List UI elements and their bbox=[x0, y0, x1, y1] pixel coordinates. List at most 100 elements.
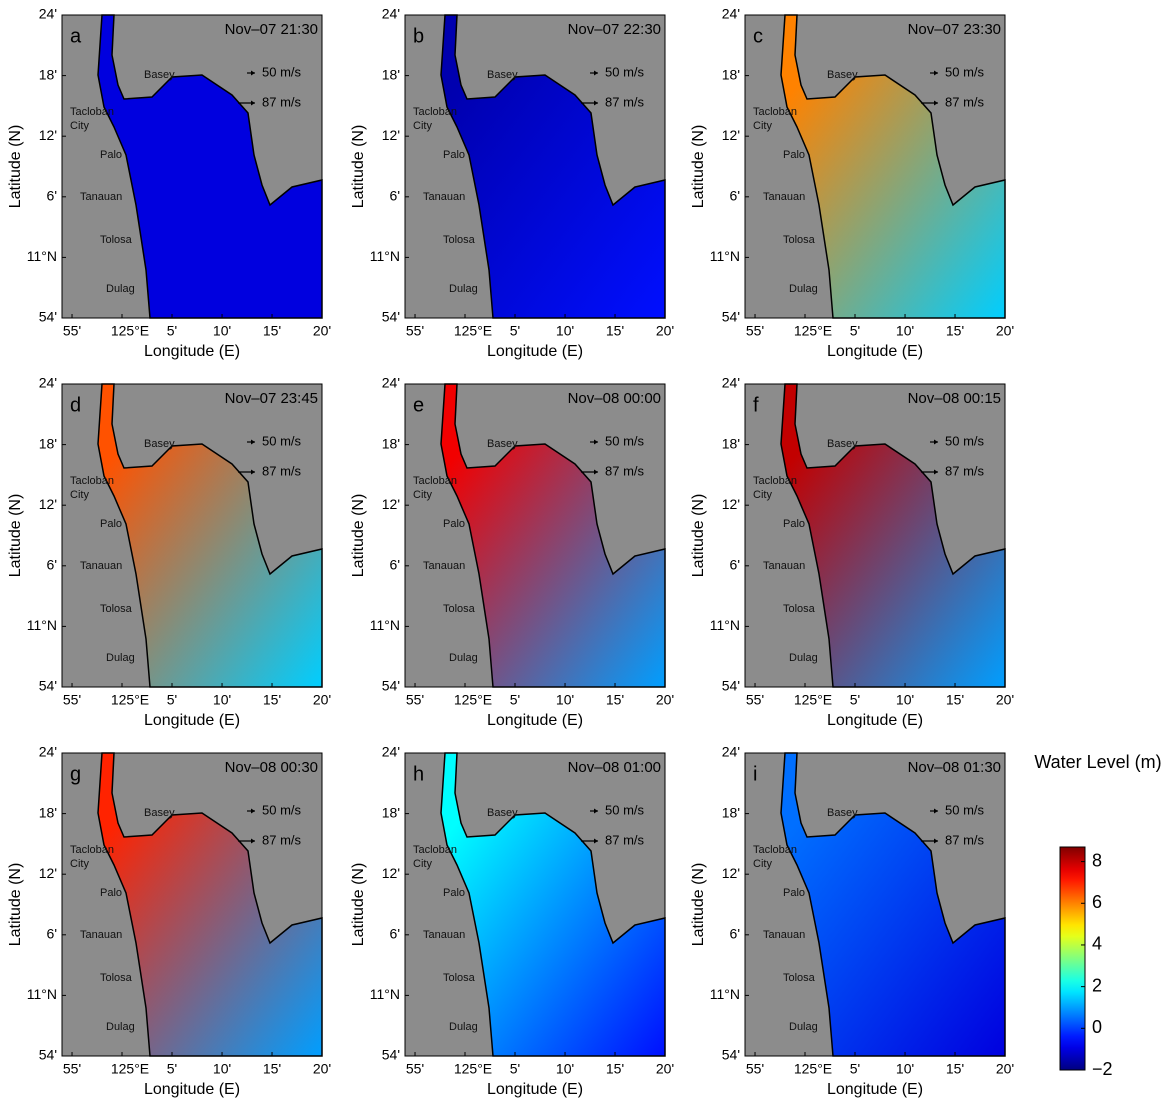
x-tick-label: 125°E bbox=[794, 692, 832, 708]
place-label: Basey bbox=[827, 69, 858, 81]
place-label: Dulag bbox=[789, 1021, 818, 1033]
x-tick-label: 55' bbox=[63, 323, 81, 339]
y-tick-label: 6' bbox=[730, 188, 740, 204]
arrow-head bbox=[934, 469, 938, 475]
y-tick-label: 24' bbox=[722, 375, 740, 391]
place-label: Tacloban bbox=[70, 844, 114, 856]
scale-label: 87 m/s bbox=[262, 832, 302, 847]
y-tick-label: 24' bbox=[39, 744, 57, 760]
colorbar-title: Water Level (m) bbox=[1034, 752, 1161, 772]
x-tick-label: 20' bbox=[996, 323, 1014, 339]
place-label: Basey bbox=[144, 807, 175, 819]
y-tick-label: 18' bbox=[39, 804, 57, 820]
x-tick-label: 10' bbox=[556, 692, 574, 708]
place-label: Tanauan bbox=[80, 191, 122, 203]
map-panel: b Nov–07 22:30 Basey Palo Tanauan Tolosa Dulag… bbox=[350, 6, 674, 361]
x-tick-label: 125°E bbox=[454, 323, 492, 339]
x-axis-label: Longitude (E) bbox=[827, 712, 923, 729]
place-label: Tolosa bbox=[783, 972, 816, 984]
y-tick-label: 12' bbox=[722, 127, 740, 143]
y-axis-label: Latitude (N) bbox=[7, 125, 24, 209]
colorbar-tick-label: 4 bbox=[1092, 934, 1102, 954]
place-label: Dulag bbox=[449, 283, 478, 295]
y-tick-label: 11°N bbox=[370, 248, 400, 264]
y-tick-label: 12' bbox=[382, 127, 400, 143]
place-label: Tacloban bbox=[70, 475, 114, 487]
y-tick-label: 12' bbox=[722, 865, 740, 881]
place-label: Palo bbox=[783, 518, 805, 530]
place-label: Tanauan bbox=[423, 929, 465, 941]
water-field bbox=[780, 752, 1006, 1057]
y-tick-label: 6' bbox=[730, 557, 740, 573]
place-label: Tolosa bbox=[100, 234, 133, 246]
place-label: Tacloban bbox=[70, 106, 114, 118]
place-label: City bbox=[70, 858, 89, 870]
arrow-head bbox=[251, 808, 255, 814]
x-axis-label: Longitude (E) bbox=[487, 712, 583, 729]
scale-label: 50 m/s bbox=[945, 64, 985, 79]
x-tick-label: 20' bbox=[313, 1061, 331, 1077]
scale-label: 87 m/s bbox=[262, 463, 302, 478]
water-field bbox=[780, 14, 1006, 319]
scale-label: 87 m/s bbox=[945, 832, 985, 847]
y-tick-label: 54' bbox=[722, 678, 740, 694]
place-label: Palo bbox=[443, 518, 465, 530]
x-tick-label: 55' bbox=[406, 692, 424, 708]
panel-time: Nov–08 01:00 bbox=[568, 759, 661, 776]
place-label: Tanauan bbox=[423, 191, 465, 203]
y-tick-label: 6' bbox=[390, 926, 400, 942]
place-label: Tacloban bbox=[413, 475, 457, 487]
arrow-head bbox=[594, 469, 598, 475]
water-field bbox=[440, 383, 666, 688]
y-tick-label: 12' bbox=[39, 496, 57, 512]
colorbar-tick-label: 8 bbox=[1092, 850, 1102, 870]
arrow-head bbox=[594, 70, 598, 76]
map-panel: e Nov–08 00:00 Basey Palo Tanauan Tolosa Dulag… bbox=[350, 375, 674, 730]
x-tick-label: 15' bbox=[606, 323, 624, 339]
x-tick-label: 10' bbox=[556, 1061, 574, 1077]
x-axis-label: Longitude (E) bbox=[487, 343, 583, 360]
place-label: City bbox=[753, 858, 772, 870]
place-label: Tacloban bbox=[753, 844, 797, 856]
place-label: City bbox=[753, 120, 772, 132]
x-tick-label: 5' bbox=[167, 323, 177, 339]
panel-time: Nov–08 01:30 bbox=[908, 759, 1001, 776]
colorbar-tick-label: 0 bbox=[1092, 1017, 1102, 1037]
place-label: City bbox=[413, 489, 432, 501]
y-tick-label: 24' bbox=[382, 375, 400, 391]
panel-time: Nov–07 21:30 bbox=[225, 21, 318, 38]
axes-frame bbox=[744, 383, 1006, 688]
x-axis-label: Longitude (E) bbox=[487, 1081, 583, 1098]
x-tick-label: 20' bbox=[996, 692, 1014, 708]
x-axis-label: Longitude (E) bbox=[827, 343, 923, 360]
y-axis-label: Latitude (N) bbox=[690, 494, 707, 578]
scale-label: 50 m/s bbox=[262, 802, 302, 817]
y-tick-label: 11°N bbox=[710, 617, 740, 633]
y-tick-label: 18' bbox=[382, 66, 400, 82]
y-axis-label: Latitude (N) bbox=[690, 125, 707, 209]
arrow-head bbox=[934, 439, 938, 445]
x-tick-label: 125°E bbox=[111, 323, 149, 339]
y-tick-label: 6' bbox=[47, 557, 57, 573]
x-tick-label: 10' bbox=[896, 323, 914, 339]
x-axis-label: Longitude (E) bbox=[827, 1081, 923, 1098]
x-tick-label: 15' bbox=[263, 323, 281, 339]
place-label: Dulag bbox=[106, 1021, 135, 1033]
x-tick-label: 55' bbox=[746, 323, 764, 339]
panel-time: Nov–07 23:45 bbox=[225, 390, 318, 407]
x-tick-label: 125°E bbox=[454, 692, 492, 708]
y-tick-label: 18' bbox=[382, 435, 400, 451]
place-label: Tanauan bbox=[763, 929, 805, 941]
panel-time: Nov–08 00:15 bbox=[908, 390, 1001, 407]
place-label: Tolosa bbox=[443, 603, 476, 615]
place-label: City bbox=[70, 489, 89, 501]
place-label: Tacloban bbox=[413, 106, 457, 118]
y-tick-label: 11°N bbox=[27, 986, 57, 1002]
scale-label: 87 m/s bbox=[262, 94, 302, 109]
x-tick-label: 20' bbox=[313, 692, 331, 708]
arrow-head bbox=[934, 838, 938, 844]
panel-letter: e bbox=[413, 394, 424, 416]
x-tick-label: 10' bbox=[213, 323, 231, 339]
place-label: Palo bbox=[100, 887, 122, 899]
axes-frame bbox=[61, 14, 323, 319]
